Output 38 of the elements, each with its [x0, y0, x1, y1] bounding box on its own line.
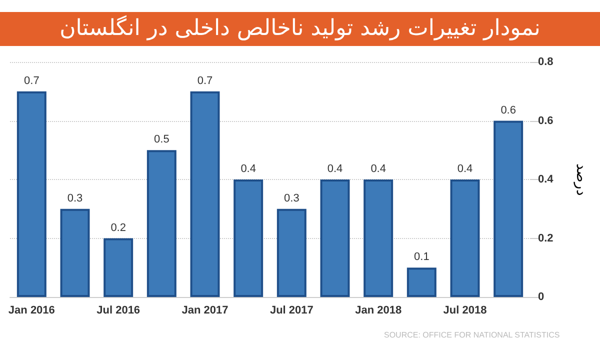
x-tick-label: Jan 2017 — [182, 304, 228, 316]
source-note: SOURCE: OFFICE FOR NATIONAL STATISTICS — [384, 330, 560, 340]
bar — [146, 150, 176, 297]
x-tick-label: Jul 2016 — [96, 304, 140, 316]
y-tick-label: 0.2 — [538, 232, 554, 244]
bar — [234, 180, 264, 297]
data-label: 0.4 — [370, 163, 386, 175]
bar — [16, 91, 46, 297]
x-tick-label: Jan 2016 — [8, 304, 55, 316]
bar — [104, 238, 134, 297]
bar — [320, 180, 350, 297]
chart-title: نمودار تغییرات رشد تولید ناخالص داخلی در انگلستان — [0, 12, 600, 46]
bar — [406, 268, 436, 297]
data-label: 0.4 — [457, 163, 473, 175]
data-label: 0.1 — [414, 251, 430, 264]
bar — [276, 208, 306, 297]
data-label: 0.4 — [240, 163, 256, 175]
data-label: 0.7 — [197, 74, 213, 87]
data-label: 0.3 — [284, 192, 300, 204]
bar — [364, 180, 394, 297]
y-axis-title: درصد — [573, 164, 590, 196]
bar — [190, 91, 220, 297]
y-tick-label: 0.8 — [538, 56, 554, 68]
x-tick-label: Jul 2017 — [270, 304, 314, 316]
bar — [60, 208, 90, 297]
y-tick-label: 0 — [538, 291, 544, 303]
bar — [450, 180, 480, 297]
data-label: 0.7 — [24, 74, 40, 87]
data-label: 0.2 — [110, 222, 126, 234]
data-label: 0.5 — [154, 134, 170, 146]
y-tick-label: 0.6 — [538, 114, 554, 127]
data-label: 0.4 — [327, 163, 343, 175]
x-tick-label: Jul 2018 — [443, 304, 487, 316]
data-label: 0.6 — [500, 104, 516, 116]
bar — [494, 120, 524, 297]
y-tick-label: 0.4 — [538, 174, 554, 186]
data-label: 0.3 — [67, 192, 83, 204]
x-tick-label: Jan 2018 — [355, 304, 402, 316]
